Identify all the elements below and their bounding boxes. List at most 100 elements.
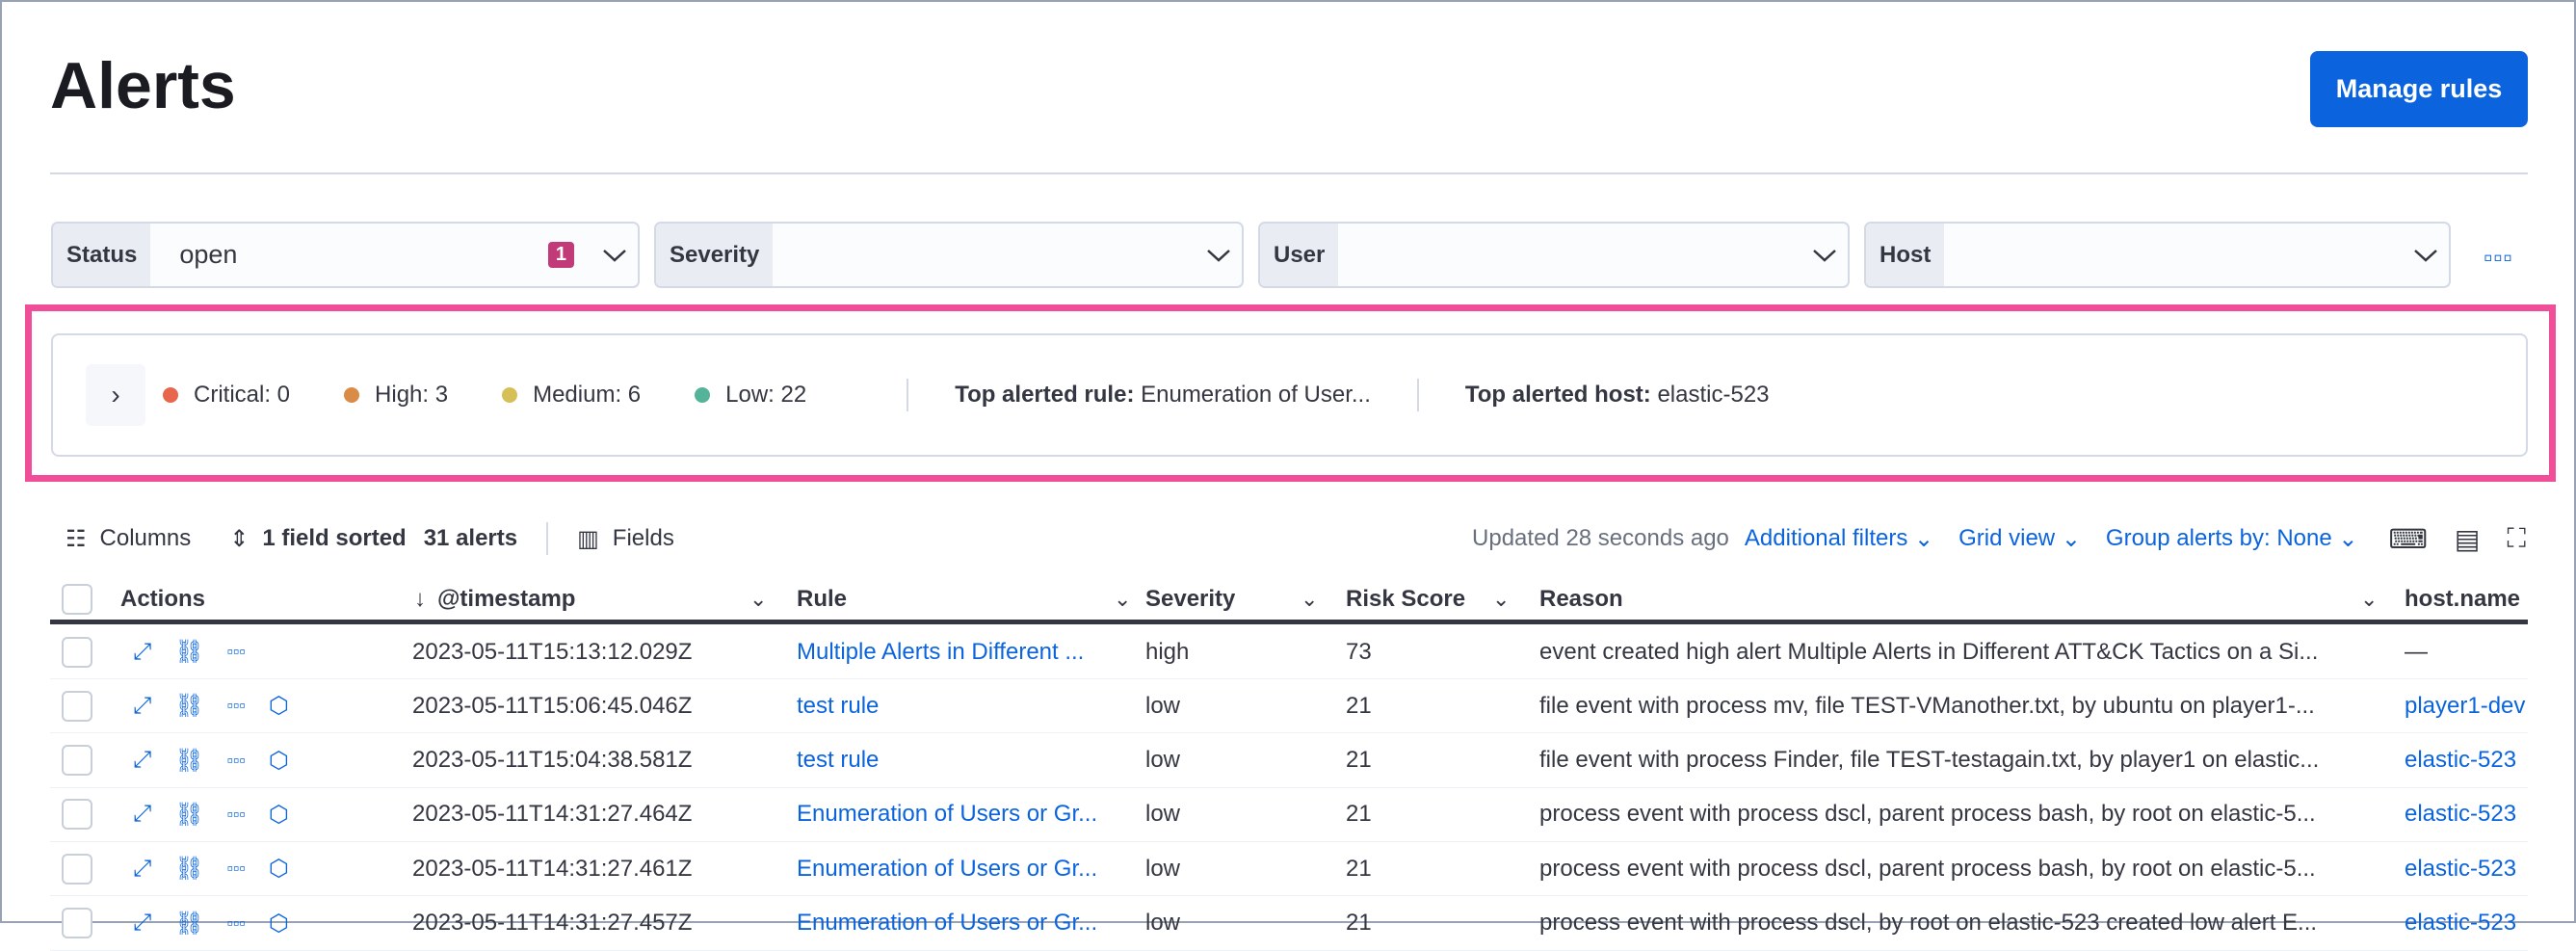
row-checkbox[interactable]: [62, 636, 92, 668]
row-checkbox[interactable]: [62, 908, 92, 938]
cell-severity: low: [1145, 910, 1181, 936]
table-row: ⤢ ⛓ ▫▫▫ ⬡ 2023-05-11T14:31:27.461Z Enume…: [50, 842, 2528, 897]
expand-icon[interactable]: ⤢: [133, 855, 152, 882]
more-actions-icon[interactable]: ▫▫▫: [226, 912, 246, 933]
filter-value: open: [179, 240, 238, 269]
more-actions-icon[interactable]: ▫▫▫: [226, 859, 246, 879]
severity-count[interactable]: Medium: 6: [502, 382, 641, 409]
fields-button[interactable]: ▥ Fields: [577, 525, 674, 552]
grid-view-button[interactable]: Grid view ⌄: [1958, 525, 2081, 552]
top-alerted-rule[interactable]: Top alerted rule: Enumeration of User...: [955, 382, 1371, 408]
table-row: ⤢ ⛓ ▫▫▫ ⬡ 2023-05-11T15:04:38.581Z test …: [50, 734, 2528, 788]
cell-rule-link[interactable]: test rule: [797, 747, 880, 774]
separator: [546, 522, 549, 555]
expand-icon[interactable]: ⤢: [133, 638, 152, 665]
cell-rule-link[interactable]: Multiple Alerts in Different ...: [797, 638, 1085, 665]
severity-count[interactable]: High: 3: [344, 382, 448, 409]
columns-button[interactable]: ☷ Columns: [66, 525, 192, 552]
filter-user[interactable]: User: [1258, 222, 1850, 288]
header-risk-score[interactable]: Risk Score: [1346, 585, 1466, 612]
cell-host-name[interactable]: elastic-523: [2405, 801, 2517, 828]
severity-dot-icon: [163, 387, 178, 403]
session-view-icon[interactable]: ⬡: [268, 910, 289, 937]
cell-host-name: —: [2405, 638, 2428, 665]
additional-filters-button[interactable]: Additional filters ⌄: [1744, 525, 1934, 552]
cell-host-name[interactable]: elastic-523: [2405, 747, 2517, 774]
cell-reason: event created high alert Multiple Alerts…: [1539, 638, 2319, 665]
cell-host-name[interactable]: elastic-523: [2405, 910, 2517, 936]
cell-rule-link[interactable]: Enumeration of Users or Gr...: [797, 801, 1098, 828]
cell-timestamp: 2023-05-11T14:31:27.464Z: [412, 801, 693, 828]
table-row: ⤢ ⛓ ▫▫▫ 2023-05-11T15:13:12.029Z Multipl…: [50, 625, 2528, 679]
more-actions-icon[interactable]: ▫▫▫: [226, 696, 246, 716]
header-severity[interactable]: Severity: [1145, 585, 1236, 612]
more-actions-icon[interactable]: ▫▫▫: [226, 804, 246, 824]
sort-icon: ⇕: [229, 525, 250, 552]
column-menu-chevron-icon[interactable]: ⌄: [749, 586, 768, 611]
top-alerted-host[interactable]: Top alerted host: elastic-523: [1464, 382, 1770, 408]
header-reason[interactable]: Reason: [1539, 585, 1623, 612]
row-checkbox[interactable]: [62, 853, 92, 885]
more-actions-icon[interactable]: ▫▫▫: [226, 750, 246, 770]
expand-chevron-icon[interactable]: ›: [86, 364, 145, 426]
column-menu-chevron-icon[interactable]: ⌄: [1114, 586, 1132, 611]
expand-icon[interactable]: ⤢: [133, 801, 152, 828]
divider: [50, 172, 2528, 174]
header-rule[interactable]: Rule: [797, 585, 848, 612]
filter-severity[interactable]: Severity: [654, 222, 1244, 288]
severity-count[interactable]: Critical: 0: [163, 382, 290, 409]
select-all-checkbox[interactable]: [62, 583, 92, 615]
severity-dot-icon: [695, 387, 711, 403]
filter-host[interactable]: Host: [1864, 222, 2451, 288]
manage-rules-button[interactable]: Manage rules: [2310, 51, 2528, 127]
filter-label: User: [1260, 224, 1339, 286]
column-menu-chevron-icon[interactable]: ⌄: [1492, 586, 1511, 611]
cell-host-name[interactable]: player1-dev: [2405, 692, 2526, 719]
analyze-event-icon[interactable]: ⛓: [174, 856, 204, 883]
keyboard-icon[interactable]: ⌨: [2388, 523, 2428, 554]
cell-rule-link[interactable]: Enumeration of Users or Gr...: [797, 855, 1098, 882]
expand-icon[interactable]: ⤢: [133, 910, 152, 936]
row-checkbox[interactable]: [62, 690, 92, 722]
cell-timestamp: 2023-05-11T14:31:27.457Z: [412, 910, 693, 936]
row-checkbox[interactable]: [62, 745, 92, 777]
cell-reason: file event with process Finder, file TES…: [1539, 747, 2320, 774]
more-filters-icon[interactable]: ▫▫▫: [2484, 243, 2513, 272]
expand-icon[interactable]: ⤢: [133, 692, 152, 719]
row-checkbox[interactable]: [62, 799, 92, 831]
cell-rule-link[interactable]: test rule: [797, 692, 880, 719]
session-view-icon[interactable]: ⬡: [268, 747, 289, 774]
chevron-down-icon: [591, 240, 638, 270]
sort-button[interactable]: ⇕ 1 field sorted: [229, 525, 407, 552]
header-host-name[interactable]: host.name: [2405, 585, 2521, 612]
severity-count[interactable]: Low: 22: [695, 382, 806, 409]
analyze-event-icon[interactable]: ⛓: [174, 910, 204, 937]
analyze-event-icon[interactable]: ⛓: [174, 639, 204, 665]
analyze-event-icon[interactable]: ⛓: [174, 693, 204, 720]
selection-count-badge: 1: [547, 242, 574, 268]
expand-icon[interactable]: ⤢: [133, 747, 152, 774]
cell-timestamp: 2023-05-11T15:13:12.029Z: [412, 638, 693, 665]
cell-risk-score: 21: [1346, 910, 1372, 936]
analyze-event-icon[interactable]: ⛓: [174, 801, 204, 828]
more-actions-icon[interactable]: ▫▫▫: [226, 642, 246, 661]
header-timestamp[interactable]: ↓ @timestamp: [414, 585, 576, 612]
column-menu-chevron-icon[interactable]: ⌄: [2360, 586, 2379, 611]
session-view-icon[interactable]: ⬡: [268, 801, 289, 828]
session-view-icon[interactable]: ⬡: [268, 693, 289, 720]
filter-status[interactable]: Status open 1: [51, 222, 640, 288]
column-menu-chevron-icon[interactable]: ⌄: [1301, 586, 1319, 611]
cell-timestamp: 2023-05-11T15:06:45.046Z: [412, 692, 693, 719]
header-actions: Actions: [120, 585, 206, 612]
session-view-icon[interactable]: ⬡: [268, 856, 289, 883]
cell-host-name[interactable]: elastic-523: [2405, 855, 2517, 882]
cell-rule-link[interactable]: Enumeration of Users or Gr...: [797, 910, 1098, 936]
group-alerts-button[interactable]: Group alerts by: None ⌄: [2105, 525, 2358, 552]
fullscreen-icon[interactable]: ⛶: [2507, 522, 2526, 553]
table-toolbar: ☷ Columns ⇕ 1 field sorted 31 alerts ▥ Fiel…: [66, 522, 2526, 555]
highlight-frame: [25, 304, 2556, 482]
analyze-event-icon[interactable]: ⛓: [174, 747, 204, 774]
chevron-down-icon: [1801, 240, 1848, 270]
cell-severity: low: [1145, 855, 1181, 882]
display-density-icon[interactable]: ▤: [2454, 523, 2481, 554]
